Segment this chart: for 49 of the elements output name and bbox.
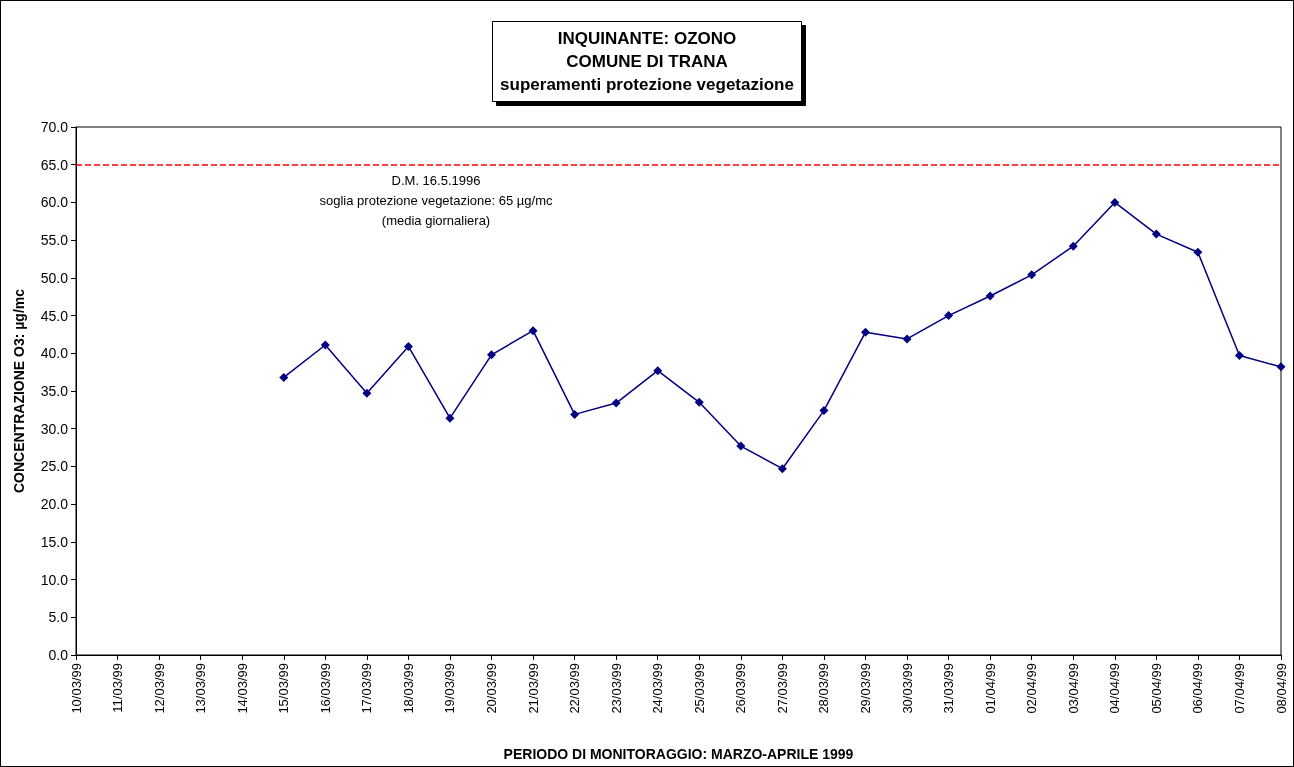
x-tick-label: 07/04/99 <box>1231 663 1247 714</box>
x-tick-label: 22/03/99 <box>567 663 583 714</box>
x-tick-label: 05/04/99 <box>1148 663 1164 714</box>
y-tick-label: 15.0 <box>40 533 69 550</box>
x-tick-label: 28/03/99 <box>816 663 832 714</box>
chart-title: INQUINANTE: OZONO COMUNE DI TRANA superamenti protezione vegetazione <box>500 29 794 94</box>
x-tick-label: 18/03/99 <box>400 663 416 714</box>
x-tick-label: 29/03/99 <box>857 663 873 714</box>
x-tick-label: 30/03/99 <box>899 663 915 714</box>
x-tick-label: 23/03/99 <box>608 663 624 714</box>
x-tick-label: 31/03/99 <box>941 663 957 714</box>
y-tick-label: 25.0 <box>40 458 69 475</box>
x-tick-label: 19/03/99 <box>442 663 458 714</box>
x-tick-label: 25/03/99 <box>691 663 707 714</box>
x-axis-title: PERIODO DI MONITORAGGIO: MARZO-APRILE 1999 <box>503 746 854 762</box>
y-tick-label: 50.0 <box>40 269 69 286</box>
x-tick-label: 13/03/99 <box>193 663 209 714</box>
y-tick-label: 0.0 <box>48 647 69 663</box>
y-tick-label: 5.0 <box>48 609 69 626</box>
y-tick-label: 35.0 <box>40 383 69 399</box>
x-tick-label: 06/04/99 <box>1190 663 1206 714</box>
y-tick-label: 45.0 <box>40 307 69 324</box>
x-tick-label: 15/03/99 <box>276 663 292 714</box>
x-tick-label: 27/03/99 <box>774 663 790 714</box>
x-tick-label: 24/03/99 <box>650 663 666 714</box>
y-tick-label: 10.0 <box>40 571 69 588</box>
x-tick-label: 01/04/99 <box>982 663 998 714</box>
x-tick-label: 17/03/99 <box>359 663 375 714</box>
x-tick-label: 20/03/99 <box>484 663 500 714</box>
x-tick-label: 10/03/99 <box>68 663 84 714</box>
y-axis-title: CONCENTRAZIONE O3: µg/mc <box>11 288 27 494</box>
x-tick-label: 08/04/99 <box>1273 663 1289 714</box>
x-tick-label: 12/03/99 <box>151 663 167 714</box>
x-tick-label: 16/03/99 <box>317 663 333 714</box>
x-tick-label: 21/03/99 <box>525 663 541 714</box>
y-tick-label: 60.0 <box>40 194 69 211</box>
y-tick-label: 20.0 <box>40 496 69 513</box>
y-tick-label: 65.0 <box>40 156 69 173</box>
y-tick-label: 55.0 <box>40 232 69 249</box>
x-tick-label: 14/03/99 <box>234 663 250 714</box>
x-tick-label: 03/04/99 <box>1065 663 1081 714</box>
x-tick-label: 11/03/99 <box>110 663 126 713</box>
y-tick-label: 70.0 <box>40 119 69 135</box>
x-tick-label: 04/04/99 <box>1107 663 1123 714</box>
y-tick-label: 40.0 <box>40 345 69 362</box>
x-tick-label: 02/04/99 <box>1024 663 1040 714</box>
x-tick-label: 26/03/99 <box>733 663 749 714</box>
y-tick-label: 30.0 <box>40 420 69 437</box>
ref-line-label: D.M. 16.5.1996 soglia protezione vegetazione: 65 µg/mc (media giornaliera) <box>319 173 553 229</box>
